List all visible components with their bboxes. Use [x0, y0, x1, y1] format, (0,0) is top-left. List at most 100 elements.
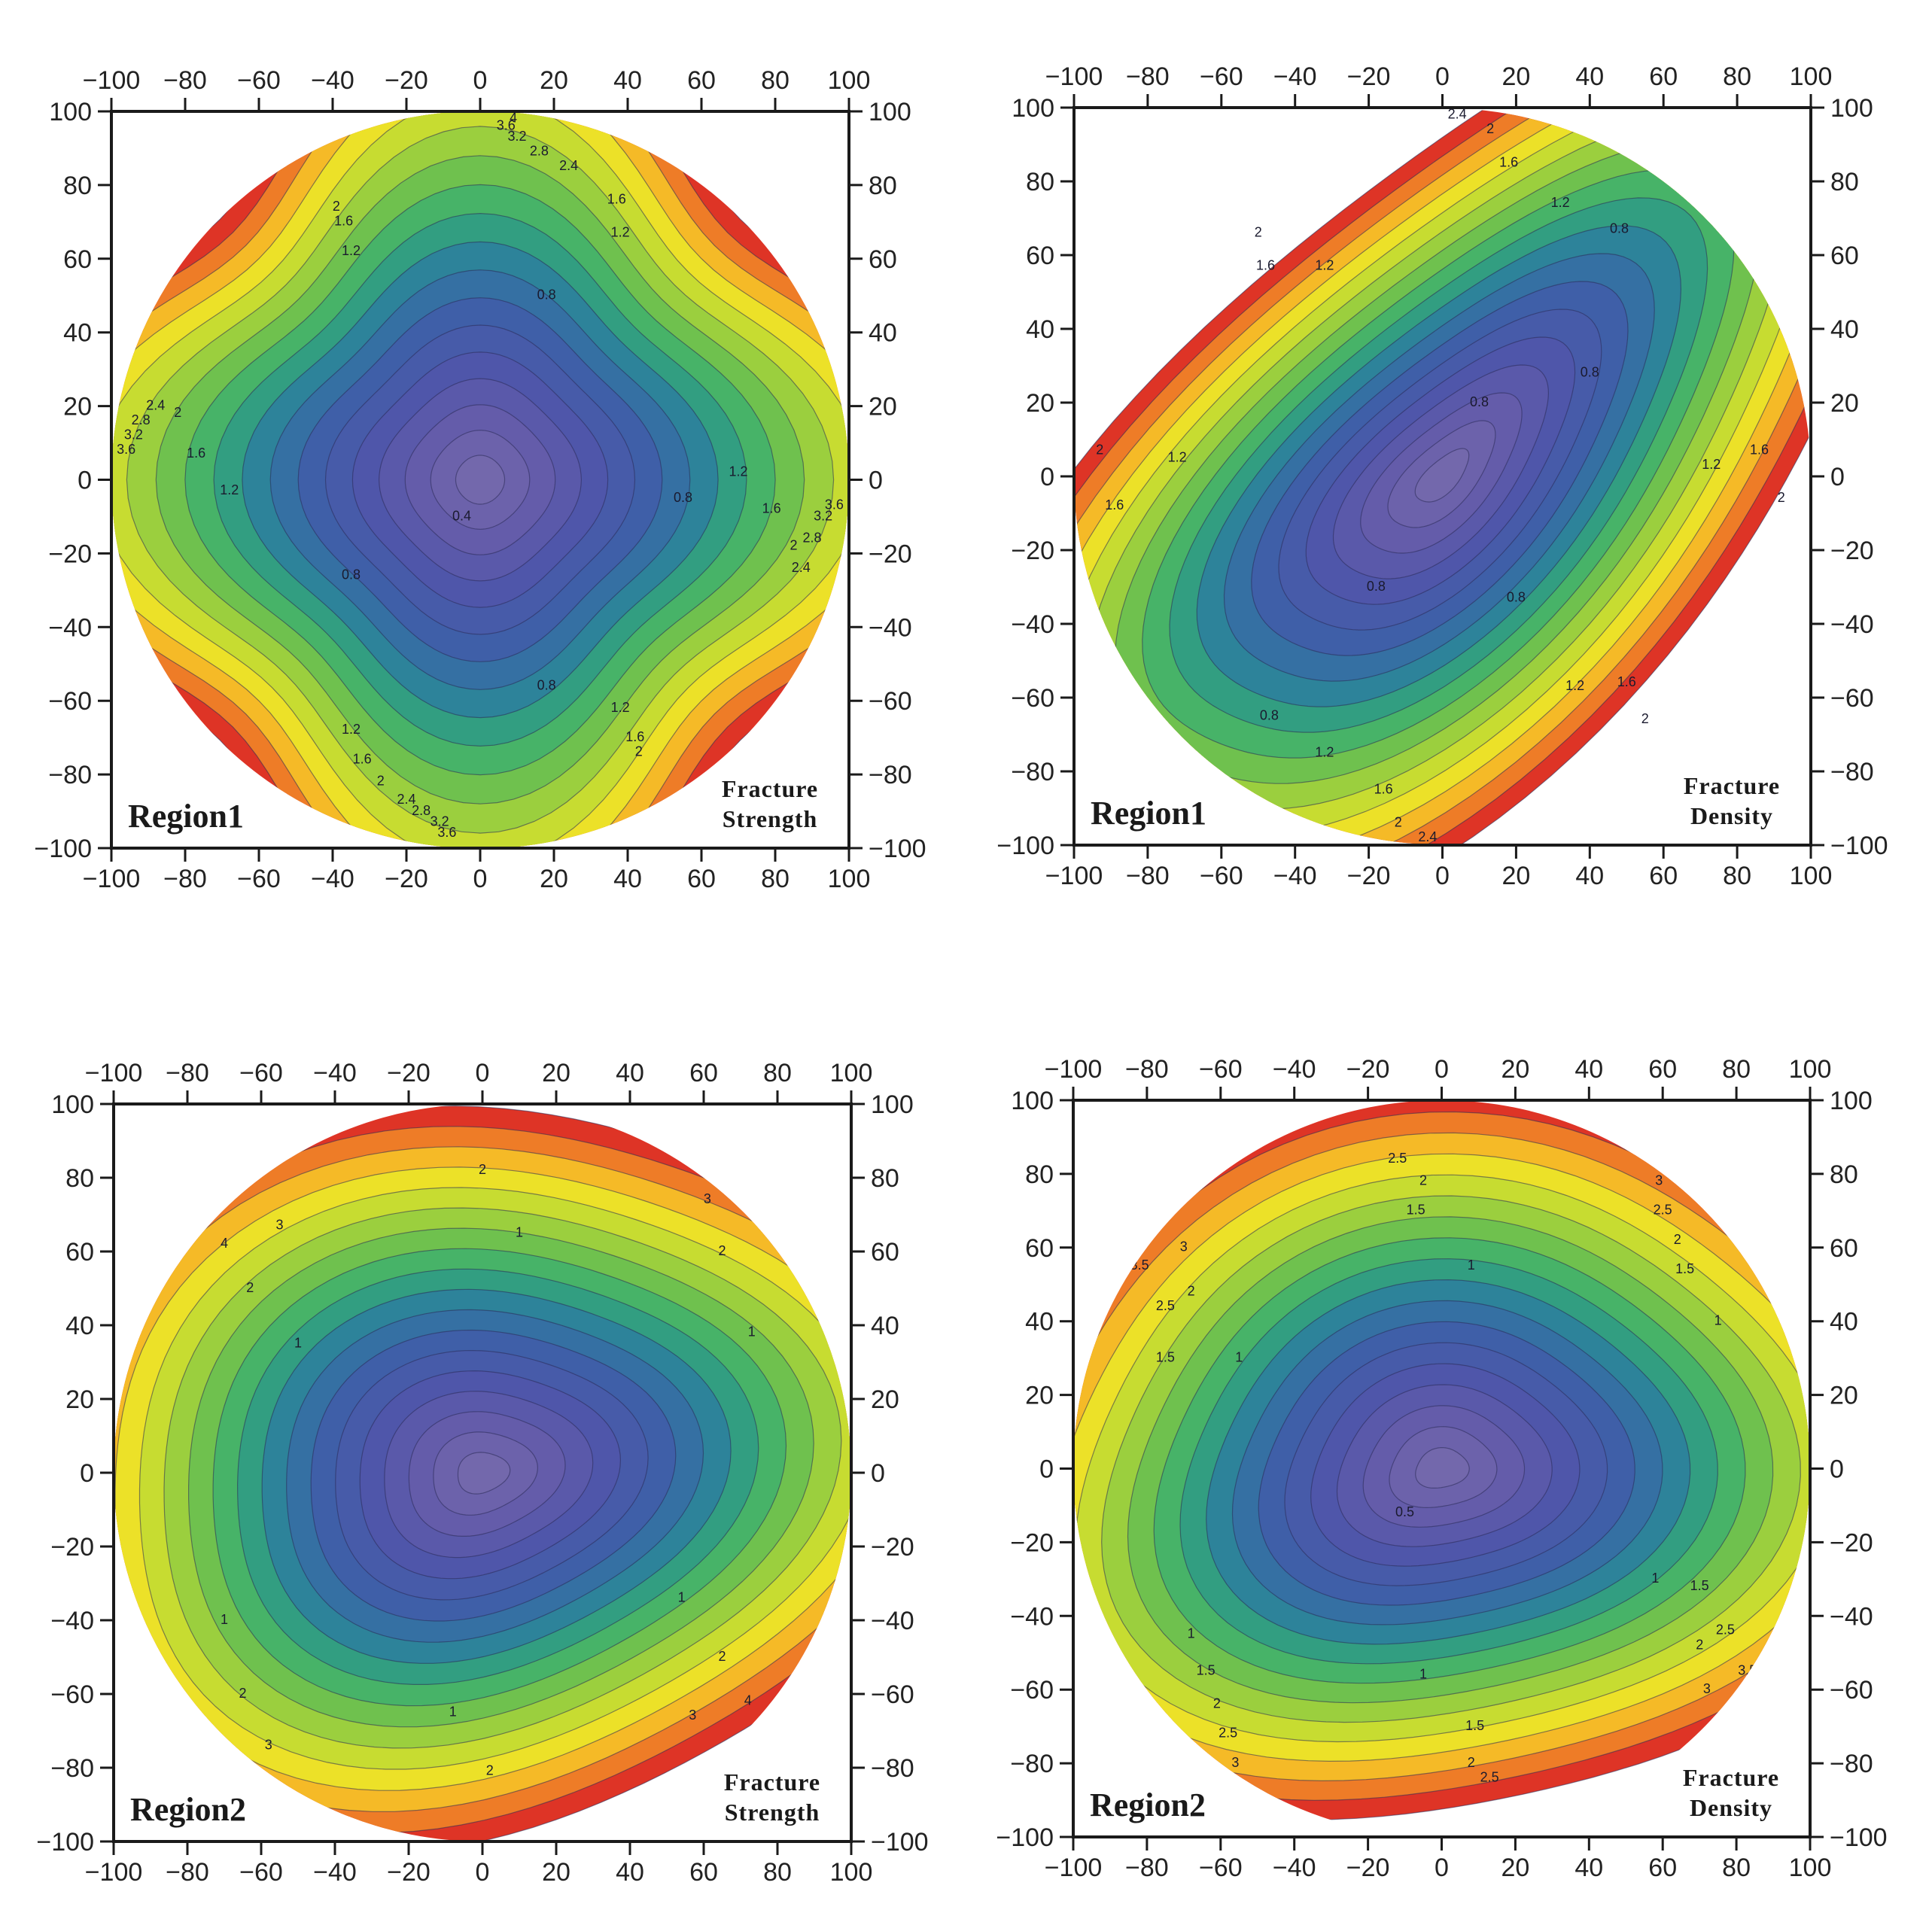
metric-label-line2: Strength: [723, 805, 818, 832]
contour-label: 0.5: [1395, 1504, 1414, 1519]
y-tick-label-right: 60: [1830, 242, 1859, 270]
x-tick-label-bottom: 80: [1722, 1854, 1751, 1882]
y-tick-label-right: −80: [869, 761, 912, 789]
contour-label: 3.2: [431, 814, 449, 829]
contour-label: 1.2: [1168, 449, 1187, 464]
x-tick-label-top: 40: [616, 1059, 644, 1087]
x-tick-label-top: 0: [473, 66, 488, 95]
x-tick-label-top: −60: [1199, 1055, 1243, 1084]
x-tick-label-bottom: −80: [1126, 862, 1170, 890]
x-tick-label-top: 0: [1435, 1055, 1449, 1084]
contour-label: 0.8: [1470, 394, 1489, 409]
y-tick-label-right: 20: [871, 1385, 899, 1414]
y-tick-label-right: 0: [869, 467, 883, 495]
x-tick-label-bottom: −80: [166, 1858, 209, 1887]
x-tick-label-bottom: −60: [1200, 862, 1243, 890]
contour-label: 1: [1714, 1312, 1722, 1327]
region-label: Region1: [128, 798, 244, 835]
contour-band: [455, 455, 506, 505]
y-tick-label-right: 100: [871, 1090, 914, 1119]
x-tick-label-bottom: −20: [385, 865, 428, 893]
y-tick-label-left: 60: [1026, 242, 1054, 270]
contour-label: 1.2: [1702, 457, 1721, 472]
y-tick-label-right: −20: [869, 540, 912, 568]
metric-label-line2: Density: [1690, 802, 1773, 829]
x-tick-label-bottom: 20: [542, 1858, 570, 1887]
contour-plot: 0.4 0.8 0.8 0.8 0.8 1.2 1.2 1.2 1.2 1.2 1.2 1.6 1.6 1…: [111, 111, 849, 849]
y-tick-label-right: 60: [871, 1238, 899, 1267]
plot-axes: −100−100−100 −100−80−80−80 −80−60−60−60 −60…: [34, 66, 926, 893]
contour-label: 1.6: [607, 191, 626, 206]
contour-label: 2: [1674, 1232, 1681, 1247]
contour-label: 1: [1235, 1349, 1243, 1364]
contour-label: 1.2: [1315, 257, 1334, 272]
x-tick-label-top: 60: [687, 66, 716, 95]
y-tick-label-right: 40: [871, 1312, 899, 1340]
contour-label: 2: [479, 1162, 486, 1177]
x-tick-label-top: −80: [1126, 62, 1170, 91]
x-tick-label-bottom: −100: [1045, 862, 1103, 890]
contour-label: 2: [1395, 814, 1402, 829]
contour-label: 1.6: [353, 751, 372, 766]
contour-label: 0.8: [674, 490, 692, 505]
contour-label: 0.8: [537, 287, 556, 303]
x-tick-label-top: 60: [1649, 62, 1678, 91]
y-tick-label-left: −80: [50, 1754, 94, 1783]
region-label: Region2: [1090, 1787, 1206, 1823]
x-tick-label-bottom: 60: [687, 865, 716, 893]
contour-label: 1.2: [1315, 744, 1334, 759]
contour-label: 3.6: [117, 442, 135, 457]
x-tick-label-bottom: 60: [1649, 862, 1678, 890]
contour-label: 2: [1188, 1283, 1195, 1298]
contour-label: 1.2: [729, 464, 747, 479]
contour-label: 1.5: [1156, 1349, 1175, 1364]
y-tick-label-left: −40: [48, 613, 92, 642]
y-tick-label-left: −60: [1011, 684, 1054, 713]
y-tick-label-left: −40: [1011, 610, 1054, 639]
contour-label: 2: [1778, 490, 1785, 505]
panel-region1-density: 0.8 0.8 0.8 0.8 0.8 0.8 1.2 1.2 1.2 1.2 1.2 1.2 1.6 1…: [996, 62, 1888, 890]
contour-label: 2.5: [1388, 1151, 1407, 1166]
contour-label: 2: [377, 774, 385, 789]
y-tick-label-right: −60: [1830, 1676, 1873, 1705]
y-tick-label-left: −80: [1011, 758, 1054, 786]
y-tick-label-right: 80: [871, 1164, 899, 1193]
contour-label: 2.5: [1716, 1622, 1735, 1638]
y-tick-label-left: −20: [1010, 1528, 1054, 1557]
contour-label: 1.6: [1105, 497, 1124, 512]
y-tick-label-left: 80: [1026, 168, 1054, 196]
contour-label: 1.5: [1197, 1662, 1215, 1677]
y-tick-label-left: 80: [63, 172, 92, 200]
contour-label: 0.8: [1581, 365, 1599, 380]
x-tick-label-top: −60: [1200, 62, 1243, 91]
x-tick-label-bottom: 60: [1648, 1854, 1677, 1882]
x-tick-label-bottom: −20: [1346, 1854, 1390, 1882]
contour-label: 2: [1096, 442, 1103, 457]
x-tick-label-top: −100: [83, 66, 141, 95]
x-tick-label-top: 20: [1501, 62, 1530, 91]
x-tick-label-bottom: 40: [616, 1858, 644, 1887]
x-tick-label-bottom: 20: [540, 865, 568, 893]
contour-label: 0.8: [342, 567, 361, 582]
contour-label: 1: [1419, 1666, 1427, 1681]
x-tick-label-bottom: 40: [1575, 1854, 1603, 1882]
y-tick-label-left: 20: [65, 1385, 94, 1414]
contour-label: 3: [1655, 1172, 1663, 1188]
x-tick-label-top: 80: [1722, 1055, 1751, 1084]
x-tick-label-top: −100: [1045, 1055, 1103, 1084]
contour-label: 0.4: [452, 508, 471, 523]
x-tick-label-bottom: −60: [239, 1858, 283, 1887]
contour-label: 3.2: [814, 508, 832, 523]
y-tick-label-left: 0: [78, 467, 92, 495]
y-tick-label-right: 20: [1830, 1382, 1858, 1410]
x-tick-label-top: −100: [85, 1059, 143, 1087]
contour-band: [457, 1452, 511, 1495]
contour-label: 0.8: [1367, 579, 1386, 594]
y-tick-label-right: 0: [871, 1459, 885, 1488]
contour-label: 1.6: [1256, 257, 1275, 272]
contour-label: 0.8: [1260, 707, 1279, 722]
y-tick-label-left: 60: [63, 245, 92, 274]
x-tick-label-top: −40: [1273, 62, 1317, 91]
x-tick-label-bottom: −40: [313, 1858, 357, 1887]
